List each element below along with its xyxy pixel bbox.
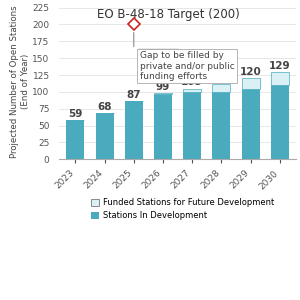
- Bar: [242, 78, 260, 89]
- Legend: Funded Stations for Future Development, Stations In Development: Funded Stations for Future Development, …: [88, 195, 277, 224]
- Bar: [183, 88, 201, 92]
- Text: EO B-48-18 Target (200): EO B-48-18 Target (200): [98, 8, 240, 21]
- Bar: [125, 101, 143, 159]
- Bar: [271, 85, 289, 159]
- Bar: [95, 113, 114, 159]
- Text: 87: 87: [127, 90, 141, 100]
- Bar: [242, 89, 260, 159]
- Text: 99: 99: [156, 82, 170, 92]
- Bar: [183, 92, 201, 159]
- Bar: [212, 92, 230, 159]
- Y-axis label: Projected Number of Open Stations
(End of Year): Projected Number of Open Stations (End o…: [10, 5, 30, 158]
- Text: 59: 59: [68, 109, 83, 118]
- Text: 68: 68: [97, 103, 112, 112]
- Text: 129: 129: [269, 61, 291, 71]
- Text: 105: 105: [181, 77, 203, 88]
- Bar: [212, 84, 230, 92]
- Bar: [154, 94, 172, 159]
- Bar: [66, 119, 84, 159]
- Text: Gap to be filled by
private and/or public
funding efforts: Gap to be filled by private and/or publi…: [140, 51, 234, 81]
- Text: 120: 120: [240, 68, 261, 77]
- Bar: [154, 93, 172, 94]
- Bar: [271, 72, 289, 85]
- Text: 112: 112: [211, 73, 232, 83]
